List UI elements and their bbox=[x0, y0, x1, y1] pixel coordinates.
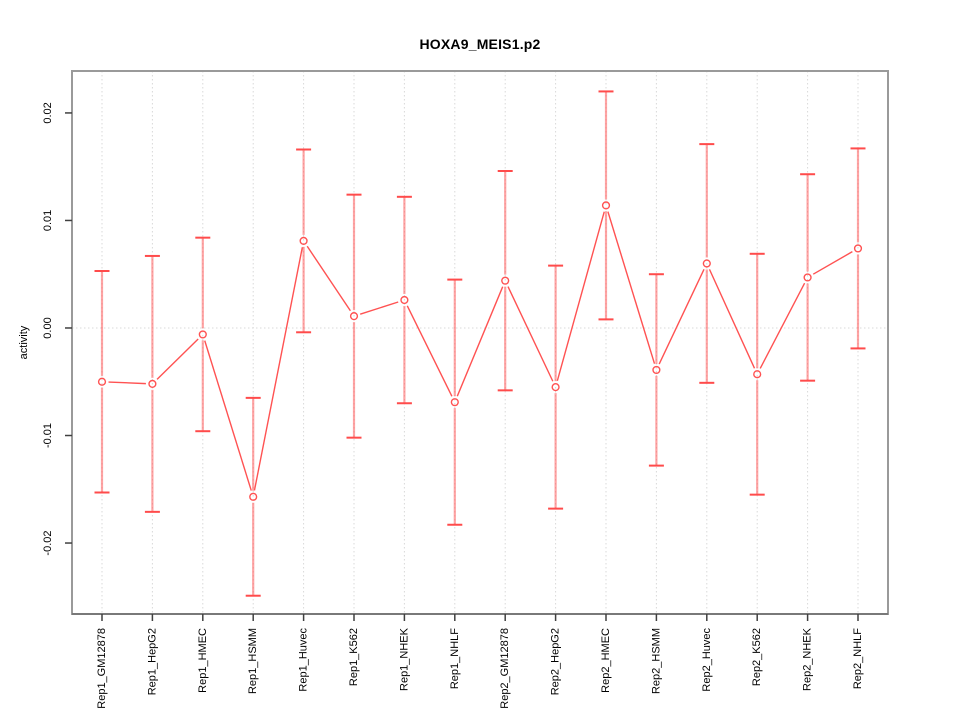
x-tick-label: Rep2_Huvec bbox=[701, 628, 713, 692]
x-tick-label: Rep1_K562 bbox=[348, 628, 360, 686]
data-point bbox=[450, 398, 459, 407]
x-tick-label: Rep2_K562 bbox=[751, 628, 763, 686]
x-tick-label: Rep1_HSMM bbox=[247, 628, 259, 694]
x-tick-label: Rep1_GM12878 bbox=[96, 628, 108, 709]
x-tick-label: Rep1_NHEK bbox=[398, 627, 410, 691]
data-point bbox=[652, 365, 661, 375]
x-tick-label: Rep2_NHEK bbox=[802, 627, 814, 691]
x-tick-label: Rep2_GM12878 bbox=[499, 628, 511, 709]
chart-title: HOXA9_MEIS1.p2 bbox=[419, 36, 541, 52]
x-tick-label: Rep1_HMEC bbox=[197, 628, 209, 693]
series-segment bbox=[406, 305, 453, 397]
data-point bbox=[803, 273, 812, 282]
data-point bbox=[753, 370, 762, 379]
x-tick-label: Rep2_HepG2 bbox=[550, 628, 562, 695]
series-segment bbox=[253, 247, 304, 491]
series-segment bbox=[204, 340, 252, 491]
series-segment bbox=[658, 269, 705, 365]
series-segment bbox=[708, 269, 756, 369]
x-tick-label: Rep1_HepG2 bbox=[146, 628, 158, 695]
series-segment bbox=[359, 301, 399, 315]
data-point bbox=[299, 236, 308, 245]
data-point bbox=[702, 259, 711, 268]
series-segment bbox=[812, 251, 853, 275]
data-point bbox=[551, 383, 560, 392]
series-segment bbox=[759, 282, 806, 369]
y-tick-label: 0.01 bbox=[42, 210, 54, 231]
y-tick-label: 0.02 bbox=[42, 102, 54, 123]
series-segment bbox=[306, 245, 351, 312]
x-tick-label: Rep2_NHLF bbox=[852, 628, 864, 689]
data-point bbox=[853, 244, 863, 253]
y-tick-label: 0.00 bbox=[42, 317, 54, 338]
series-segment bbox=[156, 338, 199, 380]
series-segment bbox=[108, 381, 146, 385]
data-point bbox=[349, 312, 359, 321]
x-tick-label: Rep1_NHLF bbox=[449, 628, 461, 689]
data-point bbox=[97, 377, 107, 386]
series-segment bbox=[556, 211, 605, 382]
data-point bbox=[148, 379, 157, 388]
data-point bbox=[501, 276, 510, 285]
y-axis-title: activity bbox=[18, 325, 30, 359]
data-point bbox=[400, 295, 409, 305]
data-point bbox=[198, 330, 207, 339]
series-segment bbox=[456, 286, 504, 397]
data-point bbox=[601, 201, 611, 210]
data-point bbox=[249, 492, 258, 501]
y-tick-label: -0.01 bbox=[42, 423, 54, 448]
series-segment bbox=[607, 211, 656, 364]
y-tick-label: -0.02 bbox=[42, 530, 54, 555]
x-tick-label: Rep1_Huvec bbox=[298, 628, 310, 692]
x-tick-label: Rep2_HSMM bbox=[650, 628, 662, 694]
series-segment bbox=[507, 286, 554, 382]
x-tick-label: Rep2_HMEC bbox=[600, 628, 612, 693]
